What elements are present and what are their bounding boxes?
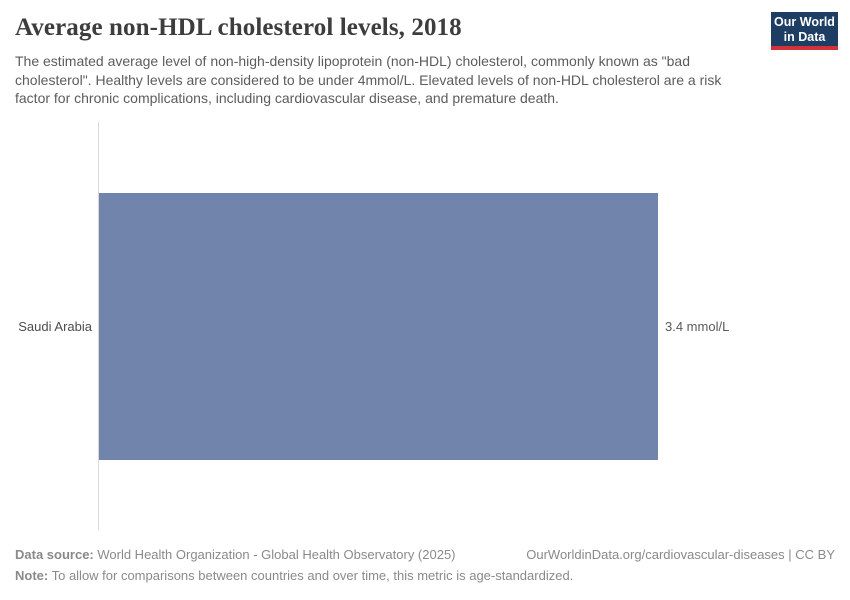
- owid-logo-line2: in Data: [783, 30, 826, 44]
- note-line: Note: To allow for comparisons between c…: [15, 568, 835, 584]
- bar-value-label: 3.4 mmol/L: [665, 319, 730, 334]
- note-label: Note:: [15, 568, 49, 583]
- owid-logo[interactable]: Our World in Data: [771, 12, 838, 50]
- owid-logo-line1: Our World: [774, 15, 835, 29]
- chart-title: Average non-HDL cholesterol levels, 2018: [15, 14, 462, 41]
- chart-footer: Data source: World Health Organization -…: [15, 547, 835, 584]
- data-source-text: World Health Organization - Global Healt…: [93, 547, 456, 562]
- bar-saudi-arabia[interactable]: [99, 193, 658, 460]
- chart-subtitle: The estimated average level of non-high-…: [15, 53, 722, 106]
- plot-area: [99, 193, 658, 460]
- data-source-label: Data source:: [15, 547, 94, 562]
- y-axis-line: [98, 122, 99, 530]
- entity-label-saudi-arabia: Saudi Arabia: [18, 319, 92, 334]
- data-source-line: Data source: World Health Organization -…: [15, 547, 456, 563]
- owid-url-link[interactable]: OurWorldinData.org/cardiovascular-diseas…: [526, 547, 835, 562]
- note-text: To allow for comparisons between countri…: [48, 568, 574, 583]
